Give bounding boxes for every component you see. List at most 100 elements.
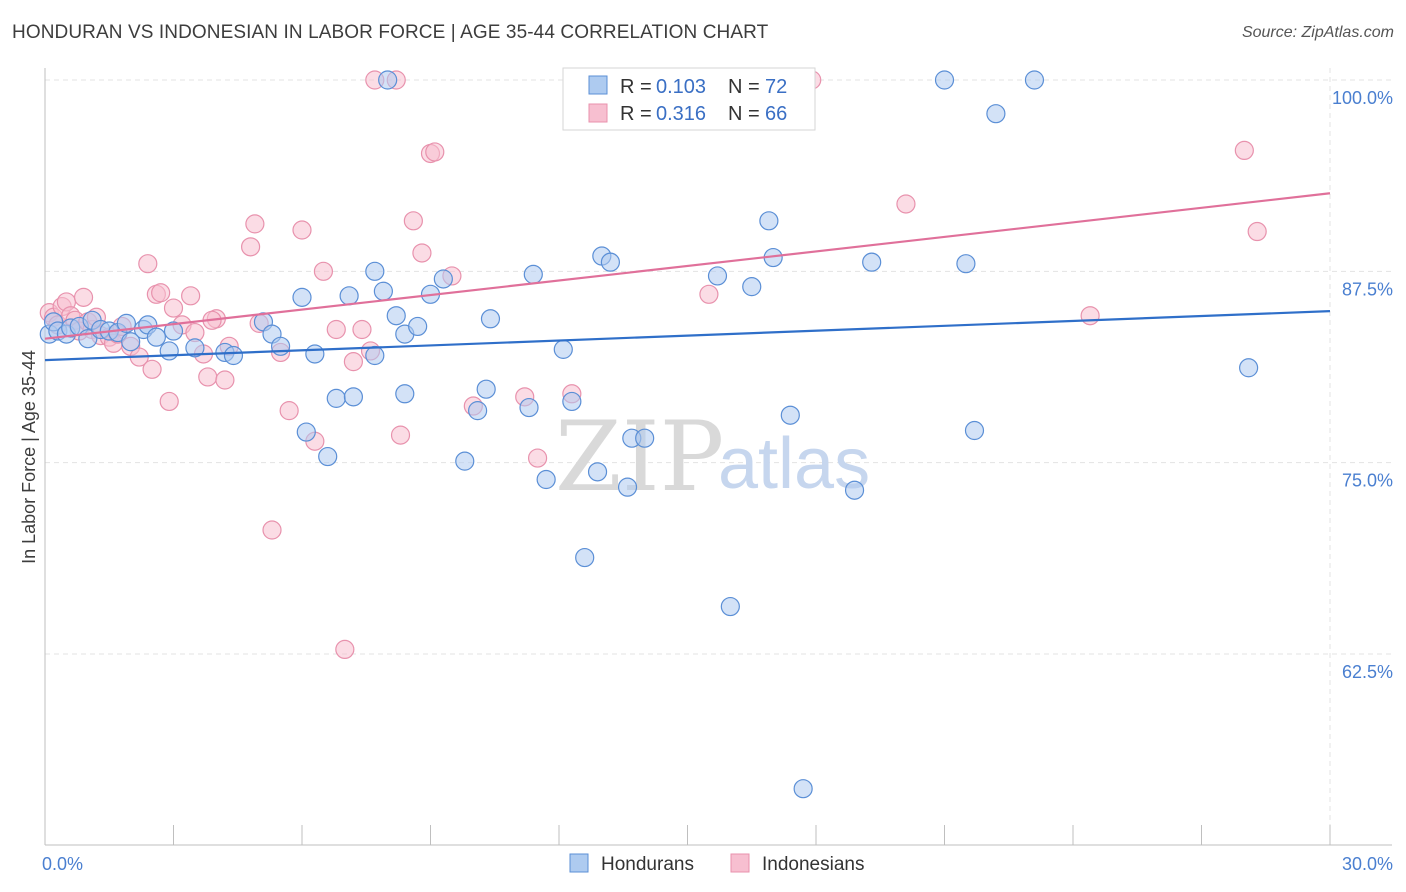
indonesian-point-47 [390, 425, 411, 445]
honduran-point-71 [121, 332, 141, 352]
indonesian-point-30 [215, 370, 235, 390]
honduran-point-32 [386, 306, 406, 326]
honduran-point-23 [305, 344, 325, 364]
honduran-point-54 [707, 266, 728, 286]
indonesian-point-33 [245, 214, 265, 234]
legend-swatch-indonesians [588, 103, 608, 123]
y-tick-label-3: 100.0% [1332, 88, 1393, 108]
watermark-atlas: atlas [718, 424, 870, 504]
series-legend-label-indonesians: Indonesians [762, 854, 864, 875]
tick-labels: 62.5% 75.0% 87.5% 100.0% 0.0% 30.0% [42, 88, 1393, 874]
indonesian-point-36 [279, 401, 299, 421]
honduran-points [39, 70, 1259, 799]
indonesian-point-25 [181, 286, 201, 306]
grid-lines [45, 68, 1392, 845]
honduran-point-27 [343, 387, 363, 407]
honduran-point-40 [476, 379, 496, 399]
honduran-point-50 [600, 252, 621, 272]
honduran-point-46 [562, 391, 582, 412]
honduran-point-51 [617, 477, 638, 497]
indonesian-point-39 [313, 261, 334, 281]
honduran-point-14 [159, 341, 179, 361]
legend-r-value-indonesians: 0.316 [656, 103, 706, 125]
honduran-point-25 [318, 446, 338, 467]
indonesian-point-60 [1080, 306, 1100, 326]
y-axis-title: In Labor Force | Age 35-44 [19, 350, 39, 564]
indonesian-points [39, 70, 1267, 660]
series-legend-label-hondurans: Hondurans [601, 854, 694, 875]
honduran-point-30 [365, 345, 385, 366]
honduran-point-29 [365, 261, 385, 281]
y-tick-label-0: 62.5% [1342, 662, 1393, 682]
honduran-point-62 [862, 252, 882, 272]
indonesian-point-42 [343, 352, 363, 372]
honduran-point-13 [146, 327, 166, 347]
honduran-point-61 [844, 480, 865, 500]
honduran-point-56 [742, 277, 762, 297]
honduran-point-45 [553, 339, 573, 359]
honduran-point-39 [468, 401, 488, 421]
honduran-point-68 [1239, 358, 1259, 378]
honduran-point-63 [934, 70, 955, 90]
honduran-trend-line [44, 310, 1331, 362]
indonesian-point-41 [335, 639, 355, 660]
honduran-point-69 [378, 70, 398, 90]
y-tick-label-2: 87.5% [1342, 279, 1393, 299]
indonesian-point-32 [241, 237, 261, 257]
series-legend-swatch-hondurans [569, 853, 589, 873]
honduran-point-53 [635, 428, 655, 448]
honduran-point-28 [339, 286, 359, 306]
honduran-point-26 [326, 388, 346, 408]
legend-n-value-indonesians: 66 [765, 103, 787, 125]
watermark: ZIP atlas [555, 401, 870, 513]
chart-source: Source: ZipAtlas.com [1241, 24, 1394, 41]
honduran-point-18 [223, 345, 244, 366]
indonesian-point-37 [292, 220, 312, 240]
indonesian-point-8 [73, 287, 94, 307]
honduran-point-24 [296, 422, 316, 442]
honduran-point-44 [536, 469, 556, 490]
indonesian-point-51 [425, 142, 445, 162]
indonesian-point-22 [159, 391, 179, 412]
honduran-point-41 [480, 309, 501, 329]
indonesian-point-23 [163, 298, 184, 318]
indonesian-point-57 [699, 284, 719, 304]
honduran-point-55 [720, 596, 740, 617]
chart-title: HONDURAN VS INDONESIAN IN LABOR FORCE | … [12, 22, 769, 43]
watermark-zip: ZIP [555, 401, 724, 513]
legend-n-label-indonesians: N = [728, 103, 760, 125]
axes [44, 68, 1392, 846]
indonesian-point-18 [138, 254, 158, 274]
indonesian-point-62 [1247, 221, 1267, 242]
honduran-point-59 [780, 405, 800, 425]
honduran-point-31 [373, 281, 393, 301]
indonesian-point-43 [352, 319, 372, 340]
honduran-point-57 [759, 211, 779, 231]
honduran-point-33 [395, 384, 415, 404]
legend-r-label-indonesians: R = [620, 103, 652, 125]
legend-r-value-hondurans: 0.103 [656, 76, 706, 98]
honduran-point-38 [455, 451, 475, 471]
honduran-point-48 [587, 462, 608, 482]
correlation-legend: R = 0.103 N = 72 R = 0.316 N = 66 [562, 67, 816, 131]
indonesian-point-48 [403, 211, 423, 231]
honduran-point-47 [575, 547, 595, 568]
x-tick-label-1: 30.0% [1342, 854, 1393, 874]
honduran-point-42 [523, 264, 543, 284]
honduran-point-22 [292, 287, 312, 307]
indonesian-trend-line [44, 192, 1331, 340]
series-legend-swatch-indonesians [730, 853, 750, 873]
indonesian-point-40 [326, 319, 346, 340]
indonesian-point-28 [198, 367, 218, 387]
legend-n-value-hondurans: 72 [765, 76, 787, 98]
indonesian-point-49 [412, 243, 432, 263]
indonesian-point-63 [262, 520, 282, 540]
honduran-point-64 [956, 254, 976, 274]
honduran-point-60 [793, 779, 813, 799]
y-tick-label-1: 75.0% [1342, 471, 1393, 491]
legend-n-label-hondurans: N = [728, 76, 760, 98]
series-legend: Hondurans Indonesians [569, 853, 864, 875]
trend-lines [44, 192, 1331, 362]
